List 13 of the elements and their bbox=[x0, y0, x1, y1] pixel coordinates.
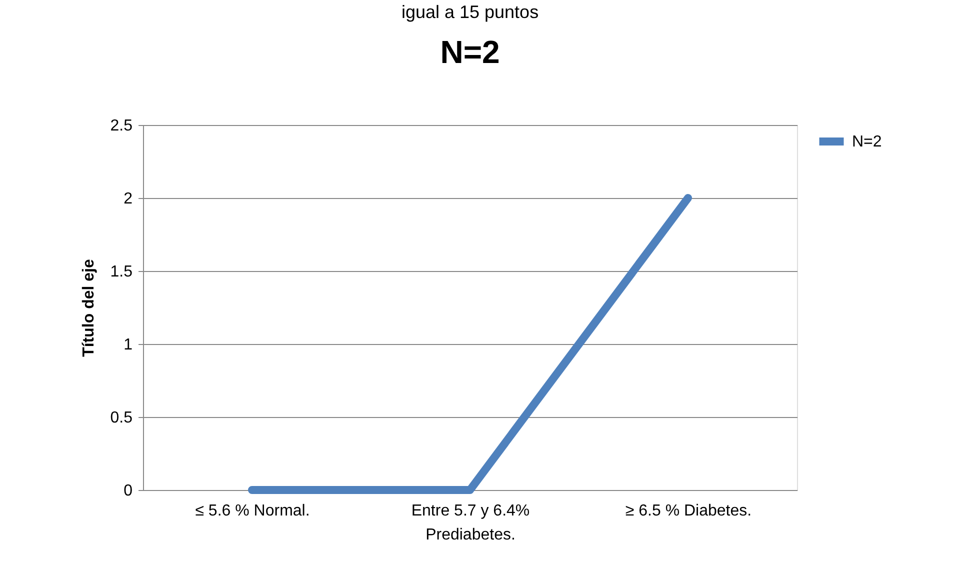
legend-label: N=2 bbox=[852, 134, 882, 150]
y-tick-label: 2 bbox=[124, 190, 133, 208]
y-tick-label: 0.5 bbox=[110, 410, 133, 426]
y-tick-label: 1 bbox=[124, 336, 133, 354]
x-tick-label: ≥ 6.5 % Diabetes. bbox=[625, 502, 752, 520]
y-tick-label: 1.5 bbox=[110, 264, 133, 280]
text: igual a 15 puntos bbox=[401, 2, 539, 22]
x-tick-label: Entre 5.7 y 6.4% Prediabetes. bbox=[411, 502, 530, 544]
x-tick-label: ≤ 5.6 % Normal. bbox=[195, 502, 310, 520]
y-axis-title: Título del eje bbox=[80, 259, 98, 357]
y-tick-label: 0 bbox=[124, 482, 133, 500]
chart-title: N=2 bbox=[440, 34, 500, 70]
y-tick-label: 2.5 bbox=[110, 118, 133, 134]
